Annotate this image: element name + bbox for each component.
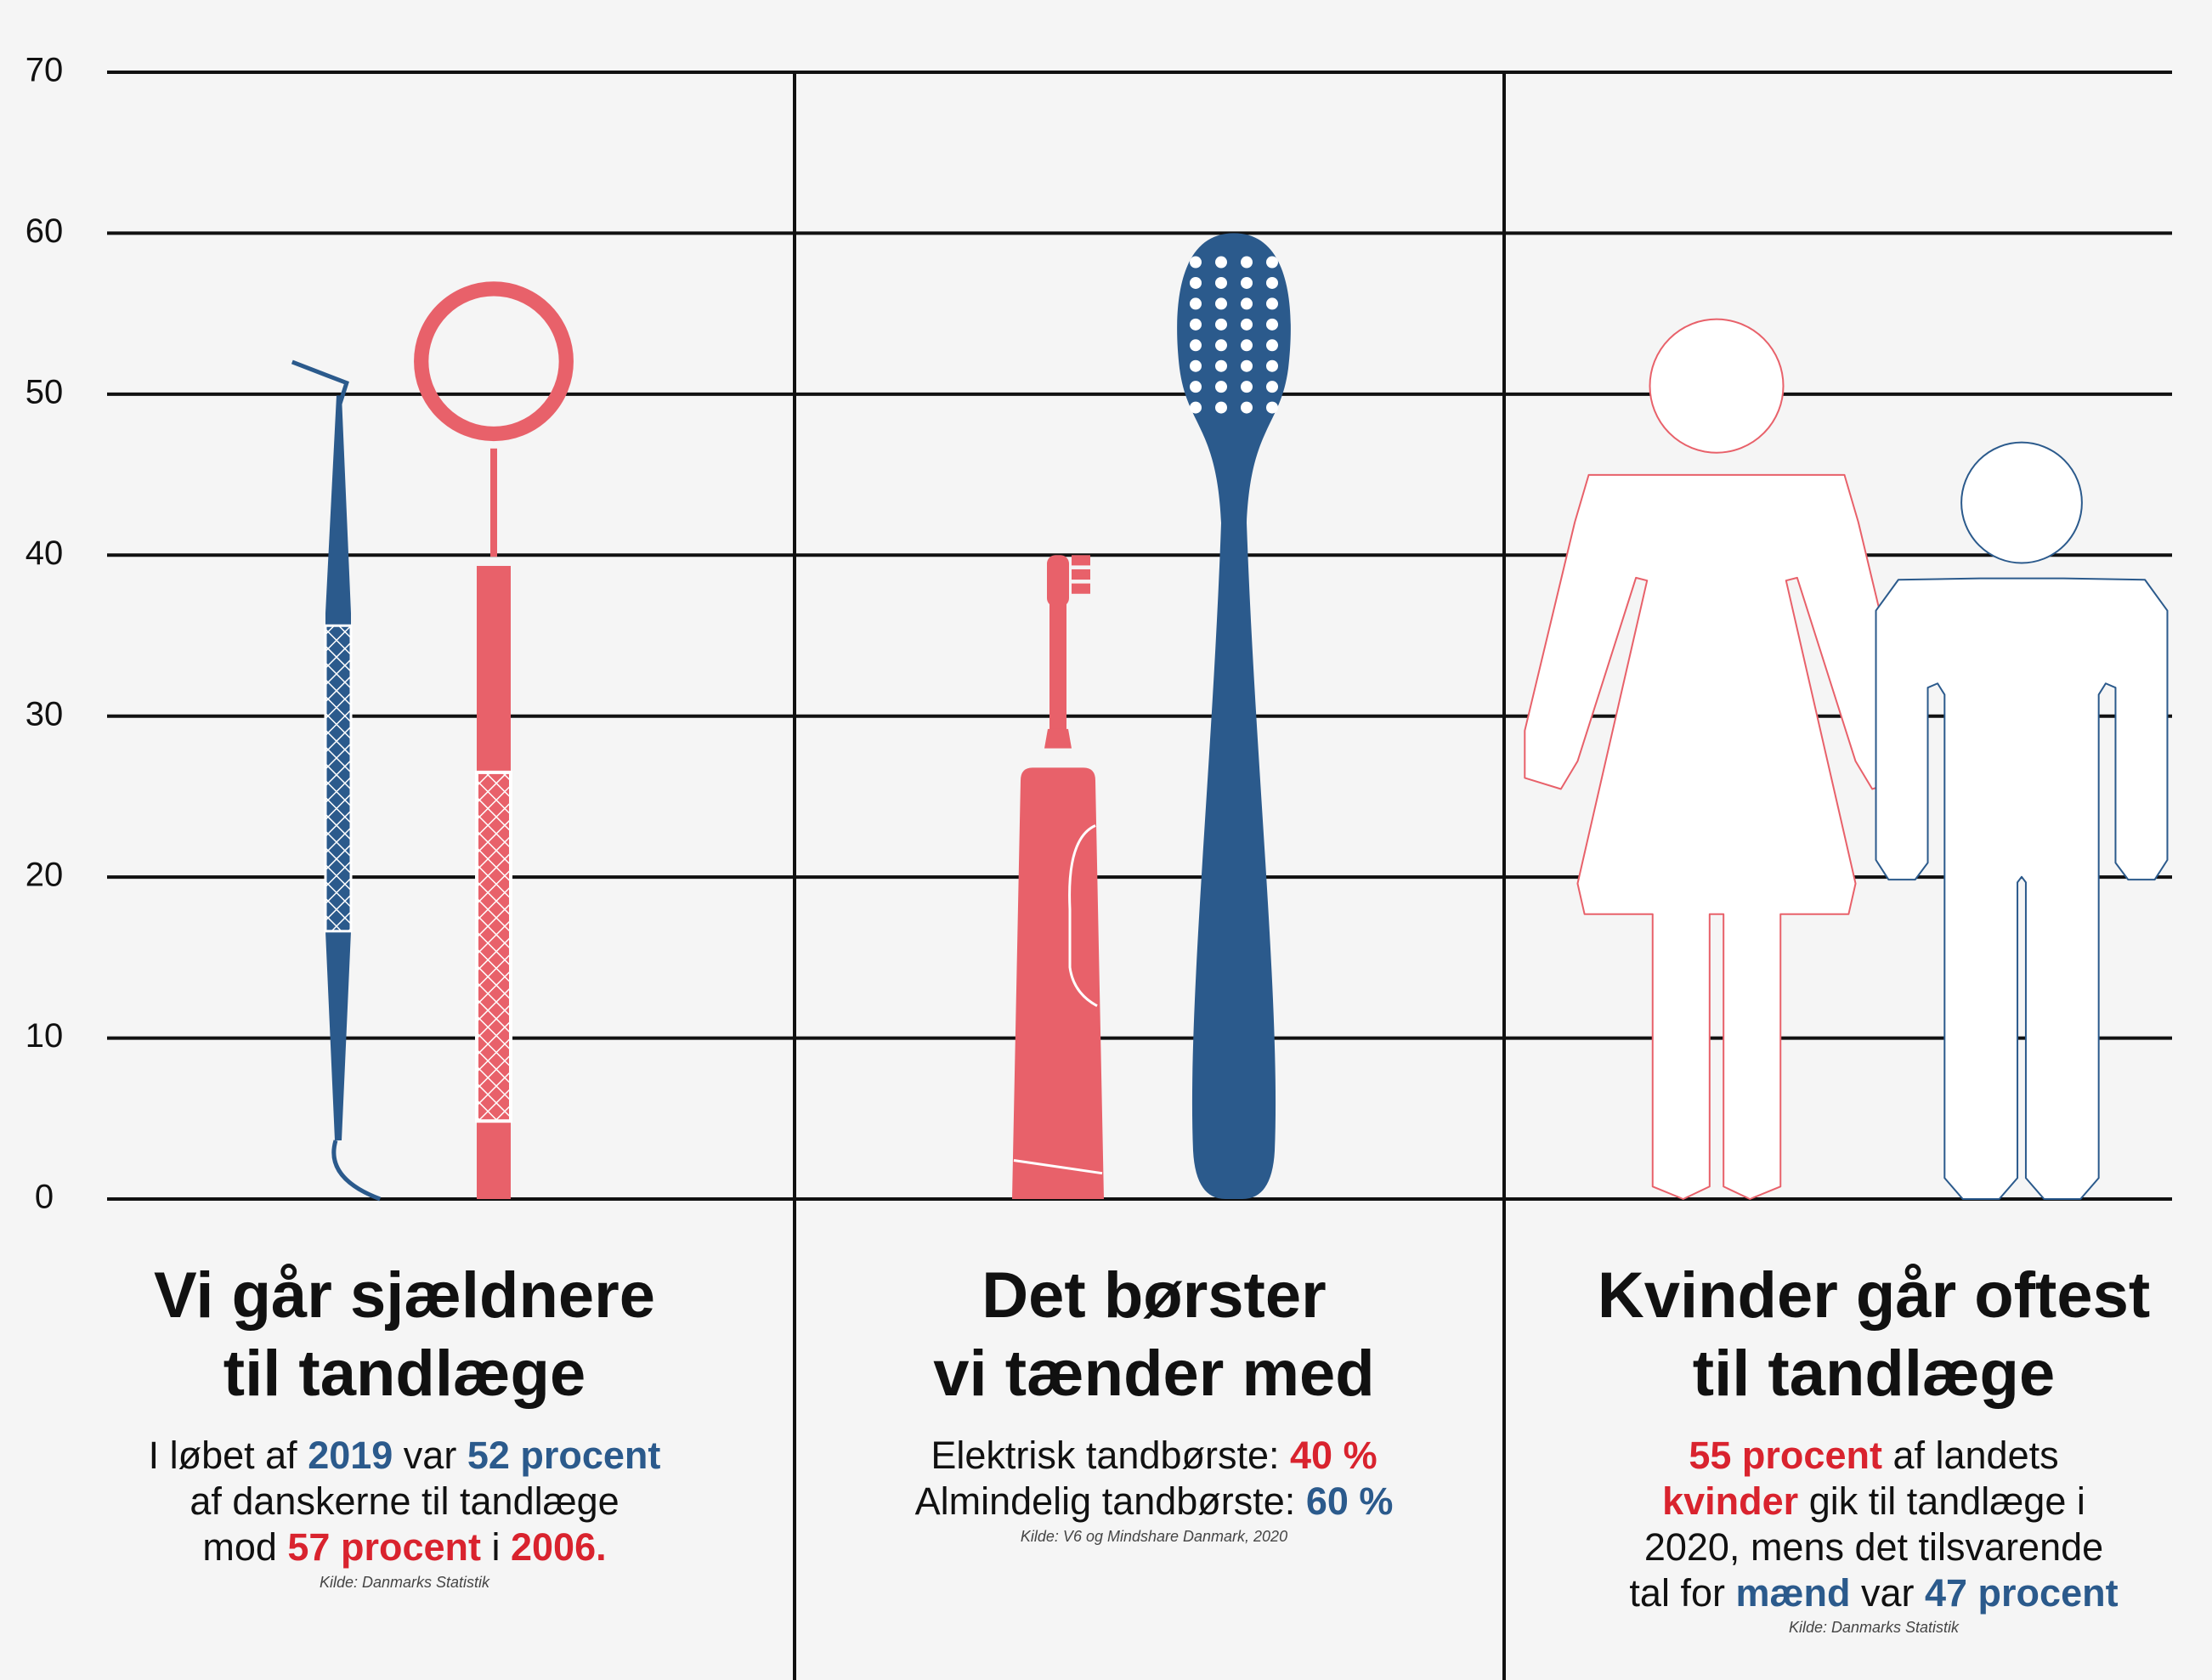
text-run: mænd — [1735, 1571, 1850, 1615]
bristle-dot — [1190, 277, 1202, 289]
bristle-dot — [1190, 257, 1202, 269]
panel-text: 55 procent af landets — [1689, 1434, 2058, 1477]
text-run: af danskerne til tandlæge — [190, 1479, 619, 1523]
brush-body — [1012, 767, 1104, 1199]
text-run: I løbet af — [149, 1434, 308, 1477]
bristle-dot — [1266, 381, 1278, 393]
text-run: 52 procent — [467, 1434, 661, 1477]
bristle-dot — [1241, 360, 1253, 372]
text-run: 47 procent — [1925, 1571, 2119, 1615]
text-run: var — [1850, 1571, 1925, 1615]
bristle-dot — [1215, 402, 1227, 414]
bristle — [1072, 584, 1090, 594]
panel-text: 2020, mens det tilsvarende — [1644, 1525, 2103, 1569]
text-run: 55 procent — [1689, 1434, 1882, 1477]
bristle-dot — [1241, 297, 1253, 309]
bristle-dot — [1215, 319, 1227, 331]
bristle-dot — [1190, 381, 1202, 393]
bristle-dot — [1241, 402, 1253, 414]
text-run: i — [481, 1525, 511, 1569]
text-run: Almindelig tandbørste: — [915, 1479, 1306, 1523]
probe-grip — [325, 625, 351, 931]
bristle — [1072, 555, 1090, 565]
panel-text: Almindelig tandbørste: 60 % — [915, 1479, 1394, 1523]
bristle-dot — [1215, 381, 1227, 393]
panel-title: vi tænder med — [933, 1338, 1374, 1410]
bristle-dot — [1190, 339, 1202, 351]
text-run: af landets — [1882, 1434, 2059, 1477]
mirror-grip — [477, 772, 511, 1121]
mirror-stem — [490, 449, 497, 557]
bristle-dot — [1215, 339, 1227, 351]
text-run: 2006. — [511, 1525, 607, 1569]
panel-title: Kvinder går oftest — [1598, 1259, 2150, 1332]
source-note: Kilde: V6 og Mindshare Danmark, 2020 — [1021, 1528, 1287, 1545]
y-tick-label: 40 — [25, 535, 64, 572]
y-tick-label: 50 — [25, 373, 64, 410]
bristle-dot — [1241, 277, 1253, 289]
bristle-dot — [1190, 402, 1202, 414]
text-run: kvinder — [1662, 1479, 1798, 1523]
woman-head — [1649, 320, 1783, 453]
bristle-dot — [1215, 277, 1227, 289]
text-run: 60 % — [1306, 1479, 1394, 1523]
bristle-dot — [1266, 402, 1278, 414]
brush-collar — [1044, 729, 1072, 749]
text-run: 2020, mens det tilsvarende — [1644, 1525, 2103, 1569]
panel-text: kvinder gik til tandlæge i — [1662, 1479, 2085, 1523]
source-note: Kilde: Danmarks Statistik — [1789, 1619, 1960, 1636]
panel-title: Vi går sjældnere — [154, 1259, 655, 1332]
bristle-dot — [1266, 319, 1278, 331]
text-run: var — [393, 1434, 467, 1477]
text-run: 57 procent — [287, 1525, 481, 1569]
text-run: tal for — [1629, 1571, 1735, 1615]
panel-text: mod 57 procent i 2006. — [202, 1525, 606, 1569]
bristle-dot — [1266, 257, 1278, 269]
bristle-dot — [1241, 319, 1253, 331]
panel-title: til tandlæge — [223, 1338, 586, 1410]
y-tick-label: 70 — [25, 52, 64, 89]
panel-text: I løbet af 2019 var 52 procent — [149, 1434, 661, 1477]
bristle-dot — [1241, 257, 1253, 269]
bristle-dot — [1266, 339, 1278, 351]
bristle-dot — [1266, 297, 1278, 309]
text-run: Elektrisk tandbørste: — [931, 1434, 1290, 1477]
y-tick-label: 30 — [25, 695, 64, 733]
y-tick-label: 20 — [25, 857, 64, 894]
page: 010203040506070Vi går sjældneretil tandl… — [0, 0, 2212, 1680]
panel-text: tal for mænd var 47 procent — [1629, 1571, 2118, 1615]
text-run: 40 % — [1290, 1434, 1378, 1477]
panel-title: Det børster — [982, 1259, 1326, 1332]
bristle — [1072, 569, 1090, 580]
bristle-dot — [1215, 360, 1227, 372]
panel-title: til tandlæge — [1693, 1338, 2055, 1410]
source-note: Kilde: Danmarks Statistik — [320, 1574, 490, 1591]
bristle-dot — [1190, 297, 1202, 309]
bristle-dot — [1215, 297, 1227, 309]
bristle-dot — [1190, 319, 1202, 331]
y-tick-label: 0 — [35, 1179, 54, 1216]
text-run: gik til tandlæge i — [1798, 1479, 2085, 1523]
infographic: 010203040506070Vi går sjældneretil tandl… — [0, 0, 2212, 1680]
bristle-dot — [1190, 360, 1202, 372]
man-head — [1961, 443, 2082, 563]
bristle-dot — [1215, 257, 1227, 269]
bristle-dot — [1241, 339, 1253, 351]
bristle-dot — [1266, 360, 1278, 372]
y-tick-label: 60 — [25, 212, 64, 250]
brush-neck — [1049, 594, 1066, 736]
text-run: 2019 — [308, 1434, 393, 1477]
panel-text: af danskerne til tandlæge — [190, 1479, 619, 1523]
bristle-dot — [1241, 381, 1253, 393]
bristle-dot — [1266, 277, 1278, 289]
panel-text: Elektrisk tandbørste: 40 % — [931, 1434, 1377, 1477]
y-tick-label: 10 — [25, 1017, 64, 1055]
text-run: mod — [202, 1525, 287, 1569]
